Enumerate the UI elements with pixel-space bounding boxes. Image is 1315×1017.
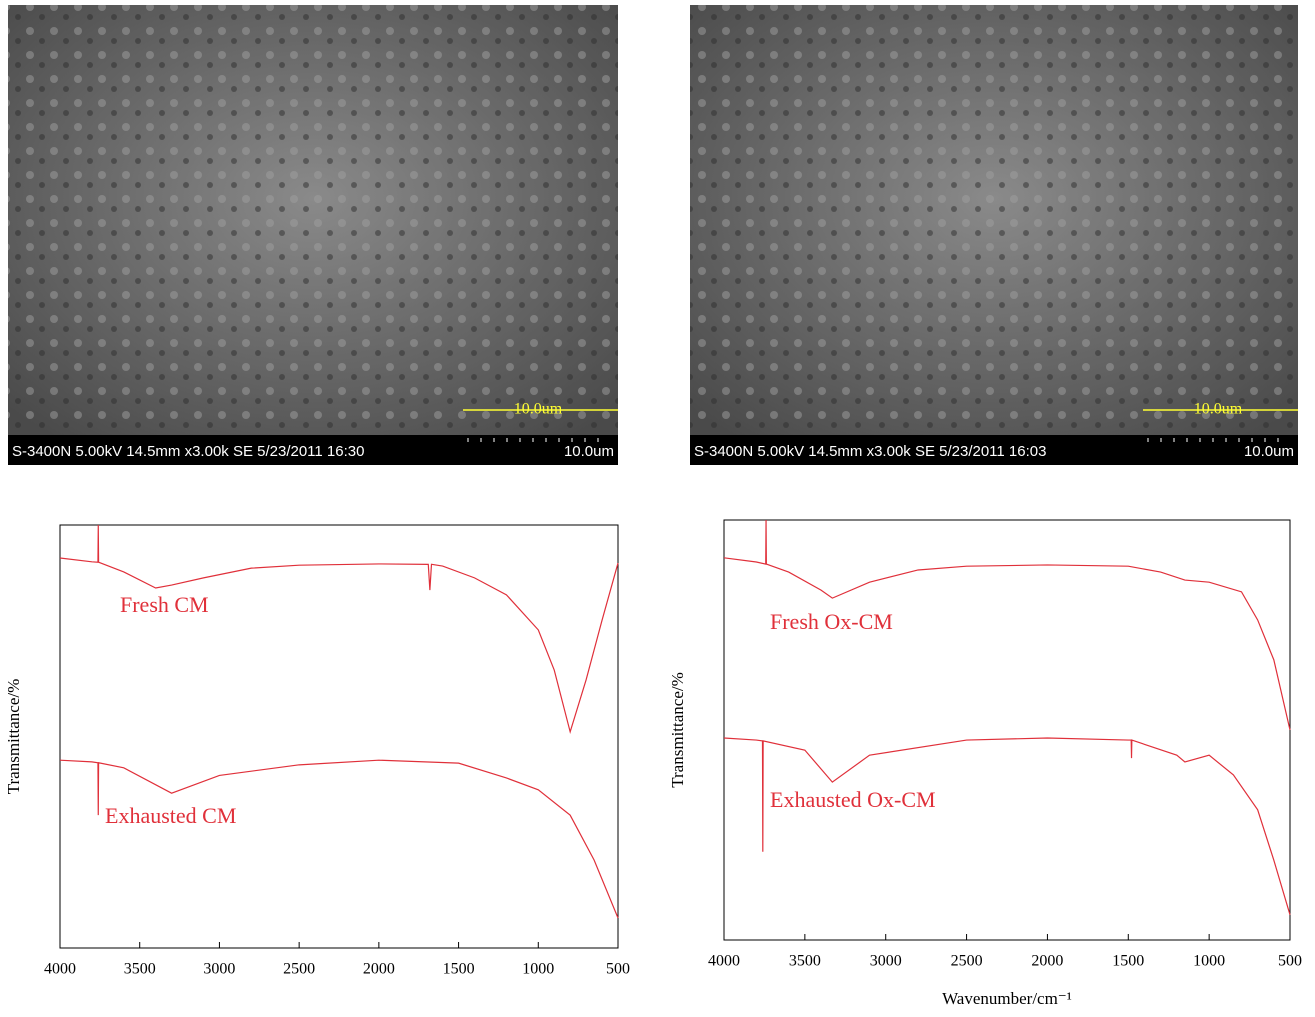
scale-bar-label: 10.0um [514,401,563,418]
x-tick-label: 1000 [1193,953,1225,970]
x-tick-label: 1000 [522,961,554,978]
x-tick-label: 2500 [283,961,315,978]
x-tick-label: 500 [1278,953,1302,970]
figure: S-3400N 5.00kV 14.5mm x3.00k SE 5/23/201… [0,0,1315,1012]
x-tick-label: 2000 [1031,953,1063,970]
scale-bar-label: 10.0um [1194,401,1243,418]
x-tick-label: 500 [606,961,630,978]
x-axis-label: Wavenumber/cm⁻¹ [942,989,1072,1008]
x-tick-label: 1500 [443,961,475,978]
series-label: Fresh CM [120,592,209,617]
spectrum-line [60,525,618,732]
sem-texture [690,5,1298,435]
y-axis-label: Transmittance/% [4,679,23,795]
scale-text: 10.0um [1244,443,1294,460]
series-label: Fresh Ox-CM [770,609,893,634]
x-tick-label: 2000 [363,961,395,978]
x-tick-label: 3000 [203,961,235,978]
x-tick-label: 4000 [708,953,740,970]
x-tick-label: 2500 [951,953,983,970]
series-label: Exhausted Ox-CM [770,787,936,812]
plot-frame [60,525,618,948]
spectrum-line [724,738,1290,915]
spectrum-line [60,760,618,918]
x-tick-label: 1500 [1112,953,1144,970]
x-tick-label: 4000 [44,961,76,978]
info-text: S-3400N 5.00kV 14.5mm x3.00k SE 5/23/201… [694,443,1046,460]
x-tick-label: 3500 [124,961,156,978]
scale-text: 10.0um [564,443,614,460]
y-axis-label: Transmittance/% [668,672,687,788]
x-tick-label: 3500 [789,953,821,970]
series-label: Exhausted CM [105,803,236,828]
x-tick-label: 3000 [870,953,902,970]
sem-texture [8,5,618,435]
info-text: S-3400N 5.00kV 14.5mm x3.00k SE 5/23/201… [12,443,364,460]
